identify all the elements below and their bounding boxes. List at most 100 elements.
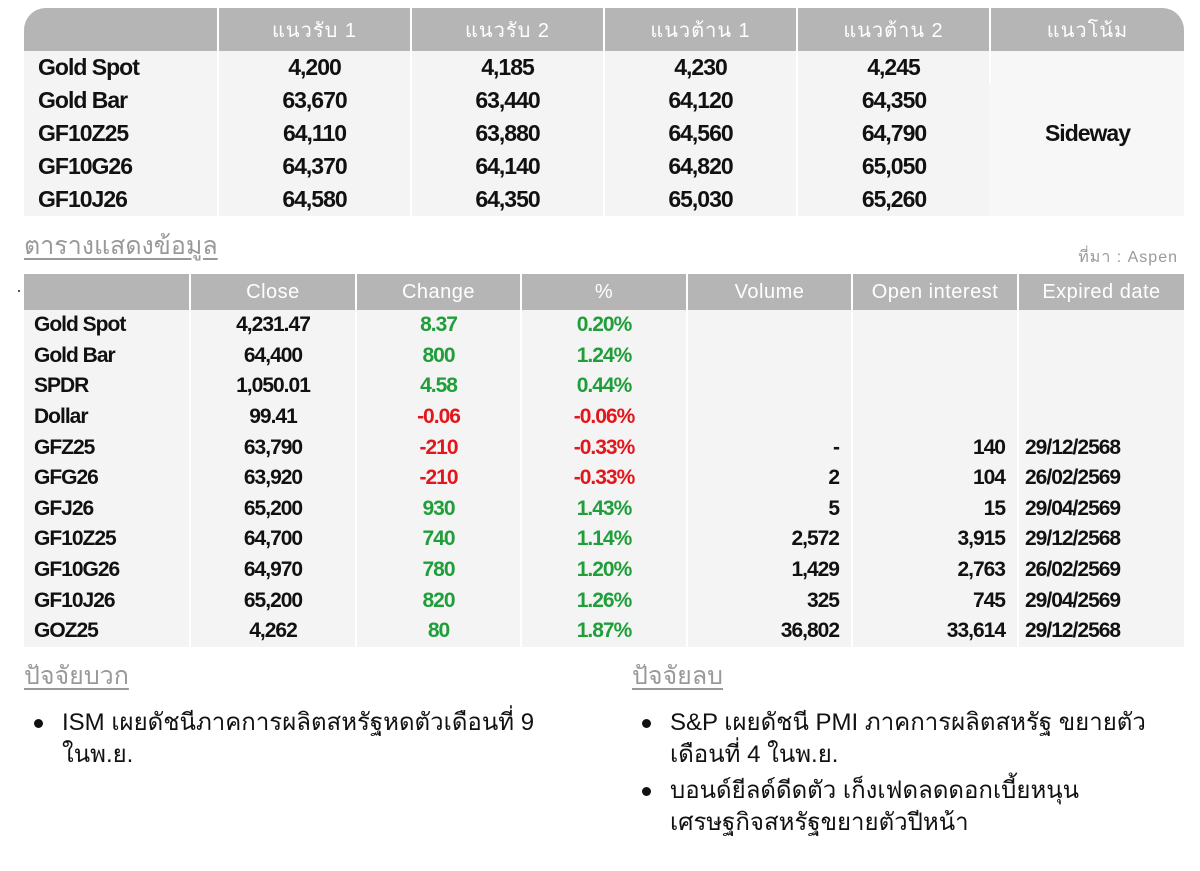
bullet-icon: [34, 719, 43, 728]
expired-date-value: 29/12/2568: [1018, 615, 1184, 647]
expired-date-value: [1018, 401, 1184, 433]
factor-text: ISM เผยดัชนีภาคการผลิตสหรัฐหดตัวเดือนที่…: [62, 709, 535, 768]
close-value: 64,400: [190, 340, 357, 372]
market-header-close: Close: [190, 274, 357, 310]
table-row: Gold Spot 4,200 4,185 4,230 4,245 Sidewa…: [24, 51, 1184, 216]
open-interest-value: 104: [852, 462, 1019, 494]
percent-value: 1.43%: [521, 493, 688, 525]
market-header-change: Change: [356, 274, 522, 310]
instrument-name: GOZ25: [24, 615, 191, 647]
instrument-name: GF10J26: [24, 183, 219, 216]
instrument-name: GF10J26: [24, 585, 191, 616]
percent-value: 1.26%: [521, 585, 688, 616]
table-row: GOZ25 4,262 80 1.87% 36,802 33,614 29/12/2568: [24, 615, 1184, 647]
expired-date-value: [1018, 340, 1184, 372]
levels-header-row: แนวรับ 1 แนวรับ 2 แนวต้าน 1 แนวต้าน 2 แน…: [24, 8, 1184, 51]
resistance-2-value: 4,245: [797, 51, 991, 84]
instrument-name: GF10G26: [24, 150, 219, 183]
positive-factors-title: ปัจจัยบวก: [24, 662, 129, 690]
levels-header-trend: แนวโน้ม: [990, 8, 1184, 51]
open-interest-value: 3,915: [852, 524, 1019, 555]
negative-factors-title: ปัจจัยลบ: [632, 662, 724, 690]
change-value: 8.37: [356, 310, 522, 341]
market-header-empty: [24, 274, 191, 310]
instrument-name: GFZ25: [24, 432, 191, 463]
resistance-2-value: 65,260: [797, 183, 990, 216]
open-interest-value: 140: [852, 432, 1019, 463]
change-value: 80: [356, 615, 522, 647]
support-1-value: 4,200: [218, 51, 412, 84]
instrument-name: Gold Bar: [24, 84, 219, 117]
table-row: Gold Spot 4,231.47 8.37 0.20%: [24, 310, 1184, 341]
volume-value: 36,802: [687, 615, 853, 647]
market-data-table: Close Change % Volume Open interest Expi…: [24, 274, 1184, 647]
open-interest-value: [852, 401, 1019, 433]
change-value: 740: [356, 524, 522, 555]
open-interest-value: [852, 371, 1019, 402]
table-row: Dollar 99.41 -0.06 -0.06%: [24, 401, 1184, 433]
factor-text: S&P เผยดัชนี PMI ภาคการผลิตสหรัฐ ขยายตัว…: [670, 709, 1146, 768]
instrument-name: GF10Z25: [24, 117, 219, 150]
open-interest-value: 2,763: [852, 554, 1019, 586]
percent-value: -0.33%: [521, 462, 688, 494]
open-interest-value: 15: [852, 493, 1019, 525]
instrument-name: Gold Bar: [24, 340, 191, 372]
data-source-label: ที่มา : Aspen: [1078, 249, 1178, 266]
support-2-value: 64,140: [411, 150, 605, 183]
table-row: GF10G26 64,970 780 1.20% 1,429 2,763 26/02/256…: [24, 554, 1184, 586]
resistance-1-value: 64,560: [604, 117, 798, 150]
table-row: GF10J26 65,200 820 1.26% 325 745 29/04/2569: [24, 585, 1184, 616]
table-row: GF10J26 64,580 64,350 65,030 65,260: [24, 183, 1184, 216]
expired-date-value: 29/04/2569: [1018, 493, 1184, 525]
market-header-volume: Volume: [687, 274, 853, 310]
instrument-name: Gold Spot: [24, 51, 219, 84]
list-item: S&P เผยดัชนี PMI ภาคการผลิตสหรัฐ ขยายตัว…: [630, 707, 1170, 771]
volume-value: 5: [687, 493, 853, 525]
list-item: บอนด์ยีลด์ดีดตัว เก็งเฟดลดดอกเบี้ยหนุน เ…: [630, 775, 1170, 839]
expired-date-value: 29/04/2569: [1018, 585, 1184, 616]
list-item: ISM เผยดัชนีภาคการผลิตสหรัฐหดตัวเดือนที่…: [22, 707, 582, 771]
volume-value: 2,572: [687, 524, 853, 555]
positive-factors-list: ISM เผยดัชนีภาคการผลิตสหรัฐหดตัวเดือนที่…: [22, 707, 582, 775]
levels-header-resistance-1: แนวต้าน 1: [604, 8, 798, 51]
table-row: GF10Z25 64,700 740 1.14% 2,572 3,915 29/12/256…: [24, 524, 1184, 555]
volume-value: 2: [687, 462, 853, 494]
table-row: Gold Bar 64,400 800 1.24%: [24, 340, 1184, 372]
expired-date-value: [1018, 371, 1184, 402]
table-row: GFZ25 63,790 -210 -0.33% -140 29/12/2568: [24, 432, 1184, 463]
volume-value: [687, 310, 853, 341]
resistance-1-value: 64,120: [604, 84, 798, 117]
instrument-name: Dollar: [24, 401, 191, 433]
percent-value: -0.06%: [521, 401, 688, 433]
percent-value: 0.20%: [521, 310, 688, 341]
support-2-value: 64,350: [411, 183, 605, 216]
bullet-icon: [642, 787, 651, 796]
market-header-open-interest: Open interest: [852, 274, 1019, 310]
market-header-expired-date: Expired date: [1018, 274, 1184, 310]
market-header-percent: %: [521, 274, 688, 310]
support-1-value: 63,670: [218, 84, 412, 117]
volume-value: 325: [687, 585, 853, 616]
volume-value: 1,429: [687, 554, 853, 586]
close-value: 64,700: [190, 524, 357, 555]
table-row: GF10Z25 64,110 63,880 64,560 64,790: [24, 117, 1184, 150]
table-row: Gold Bar 63,670 63,440 64,120 64,350: [24, 84, 1184, 117]
resistance-2-value: 65,050: [797, 150, 990, 183]
stray-dot: [18, 290, 20, 292]
expired-date-value: 26/02/2569: [1018, 554, 1184, 586]
percent-value: 1.24%: [521, 340, 688, 372]
instrument-name: Gold Spot: [24, 310, 191, 341]
percent-value: -0.33%: [521, 432, 688, 463]
open-interest-value: 33,614: [852, 615, 1019, 647]
percent-value: 1.14%: [521, 524, 688, 555]
levels-header-support-1: แนวรับ 1: [218, 8, 412, 51]
data-table-title: ตารางแสดงข้อมูล: [24, 232, 218, 260]
resistance-1-value: 64,820: [604, 150, 798, 183]
close-value: 63,790: [190, 432, 357, 463]
change-value: 800: [356, 340, 522, 372]
expired-date-value: 29/12/2568: [1018, 524, 1184, 555]
bullet-icon: [642, 719, 651, 728]
market-header-row: Close Change % Volume Open interest Expi…: [24, 274, 1184, 310]
percent-value: 0.44%: [521, 371, 688, 402]
change-value: 820: [356, 585, 522, 616]
